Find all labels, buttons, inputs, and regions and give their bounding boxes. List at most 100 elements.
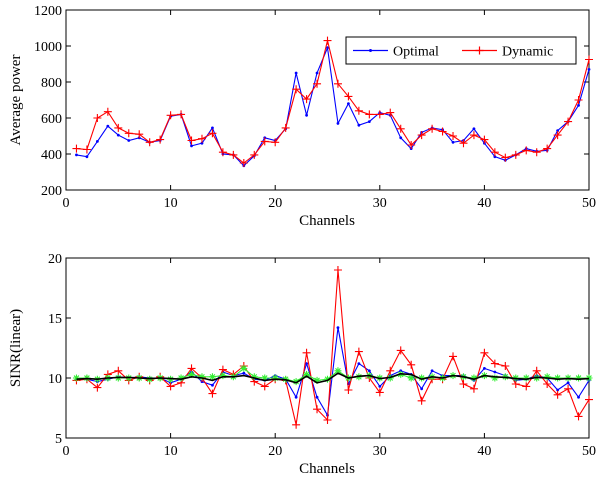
- point-optimal-power: [556, 129, 560, 133]
- point-series-2-sinr: [585, 395, 593, 404]
- point-dynamic-power: [375, 110, 384, 119]
- point-series-1-sinr: [242, 371, 246, 375]
- point-series-1-sinr: [357, 362, 361, 365]
- x-tick-label: 50: [582, 196, 596, 211]
- point-dynamic-power: [333, 79, 342, 88]
- point-series-1-sinr: [430, 369, 434, 373]
- y-tick-label: 800: [41, 76, 62, 91]
- point-series-2-sinr: [396, 346, 405, 355]
- point-series-3-sinr: [303, 370, 311, 378]
- x-tick-label: 10: [164, 196, 178, 211]
- y-tick-label: 15: [48, 312, 62, 327]
- point-series-3-sinr: [250, 373, 258, 381]
- point-optimal-power: [367, 120, 371, 123]
- point-dynamic-power: [511, 150, 520, 159]
- x-axis-title-power: Channels: [299, 213, 355, 229]
- y-tick-label: 1000: [34, 40, 62, 55]
- point-series-3-sinr: [585, 374, 593, 382]
- point-series-1-sinr: [483, 367, 486, 370]
- point-dynamic-power: [313, 79, 322, 88]
- point-series-2-sinr: [333, 266, 342, 274]
- point-series-3-sinr: [177, 374, 185, 382]
- x-tick-label: 0: [63, 196, 70, 211]
- point-series-2-sinr: [522, 382, 531, 391]
- x-tick-label: 0: [63, 444, 70, 459]
- point-series-3-sinr: [522, 374, 530, 382]
- point-dynamic-power: [469, 131, 478, 140]
- legend: Optimal Dynamic: [345, 36, 577, 65]
- legend-marker-dynamic: [475, 46, 484, 55]
- series-group-sinr: [72, 266, 593, 429]
- point-series-3-sinr: [470, 374, 478, 382]
- point-optimal-power: [336, 122, 340, 125]
- sinr-plot: 0 10 20 30 40 50 5 10 15 20 Channels SINR(linear): [8, 252, 596, 477]
- point-dynamic-power: [166, 111, 175, 120]
- point-dynamic-power: [177, 110, 186, 119]
- point-series-1-sinr: [336, 326, 340, 329]
- point-dynamic-power: [344, 92, 353, 101]
- point-series-2-sinr: [449, 352, 458, 361]
- point-dynamic-power: [229, 150, 238, 159]
- point-series-2-sinr: [564, 384, 573, 393]
- point-dynamic-power: [292, 85, 301, 94]
- point-optimal-power: [95, 140, 99, 143]
- point-dynamic-power: [407, 141, 416, 149]
- point-optimal-power: [357, 123, 361, 127]
- point-dynamic-power: [553, 131, 562, 140]
- point-dynamic-power: [480, 135, 489, 144]
- point-dynamic-power: [250, 150, 259, 159]
- point-dynamic-power: [197, 134, 206, 143]
- point-series-3-sinr: [240, 364, 248, 372]
- point-series-2-sinr: [260, 382, 269, 391]
- point-series-1-sinr: [378, 385, 382, 388]
- point-optimal-power: [85, 155, 89, 159]
- point-series-2-sinr: [375, 388, 384, 397]
- point-series-2-sinr: [417, 396, 426, 405]
- point-dynamic-power: [365, 110, 374, 119]
- point-dynamic-power: [103, 107, 112, 116]
- point-optimal-power: [294, 71, 298, 75]
- point-dynamic-power: [449, 132, 458, 140]
- point-dynamic-power: [271, 138, 280, 147]
- x-tick-label: 40: [477, 196, 491, 211]
- point-series-3-sinr: [72, 374, 80, 382]
- x-tick-label: 30: [373, 444, 387, 459]
- point-optimal-power: [587, 68, 591, 71]
- point-dynamic-power: [428, 124, 437, 133]
- point-optimal-power: [451, 140, 455, 144]
- y-tick-label: 200: [41, 184, 62, 199]
- point-optimal-power: [326, 46, 329, 50]
- point-series-3-sinr: [188, 370, 196, 378]
- point-optimal-power: [315, 71, 319, 75]
- axes-box-sinr: [65, 257, 590, 439]
- point-dynamic-power: [218, 148, 227, 157]
- point-series-2-sinr: [532, 366, 541, 375]
- point-series-2-sinr: [469, 384, 478, 393]
- point-series-1-sinr: [399, 369, 403, 373]
- point-dynamic-power: [156, 135, 165, 144]
- point-series-2-sinr: [313, 405, 322, 414]
- series-group-power: [72, 36, 593, 168]
- point-dynamic-power: [490, 148, 499, 157]
- point-dynamic-power: [522, 146, 531, 155]
- legend-label-optimal: Optimal: [393, 45, 439, 60]
- point-optimal-power: [399, 136, 403, 140]
- y-tick-label: 10: [48, 372, 62, 387]
- point-dynamic-power: [543, 144, 552, 153]
- point-series-2-sinr: [302, 348, 311, 357]
- point-optimal-power: [577, 104, 580, 107]
- y-tick-label: 400: [41, 148, 62, 163]
- point-series-2-sinr: [208, 389, 217, 398]
- point-optimal-power: [75, 153, 78, 157]
- point-optimal-power: [493, 155, 497, 159]
- point-series-1-sinr: [566, 381, 570, 385]
- point-series-2-sinr: [344, 386, 353, 394]
- point-dynamic-power: [239, 159, 248, 167]
- point-series-3-sinr: [491, 374, 499, 382]
- point-series-1-sinr: [367, 369, 371, 373]
- y-axis-title-power: Average power: [8, 55, 24, 146]
- point-dynamic-power: [354, 106, 363, 115]
- point-series-1-sinr: [577, 395, 580, 399]
- point-dynamic-power: [532, 148, 541, 157]
- x-tick-label: 50: [582, 444, 596, 459]
